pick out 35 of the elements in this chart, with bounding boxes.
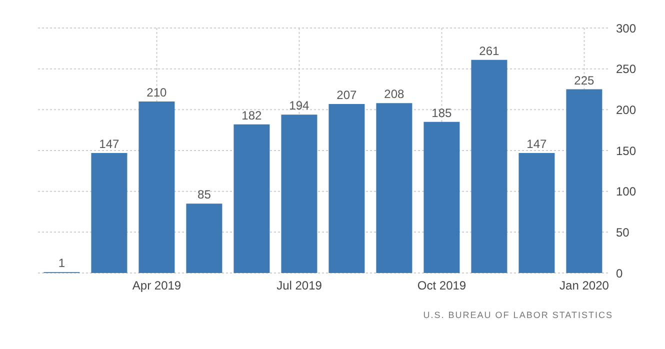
y-tick-label: 200 xyxy=(616,102,636,117)
bar xyxy=(424,122,460,273)
bar xyxy=(234,124,270,273)
data-label: 210 xyxy=(146,86,168,100)
data-label: 182 xyxy=(242,108,262,122)
x-tick-label: Jan 2020 xyxy=(560,278,610,293)
bar xyxy=(281,114,318,273)
x-tick-label: Apr 2019 xyxy=(132,278,182,293)
data-label: 85 xyxy=(198,188,212,202)
bar xyxy=(566,89,602,273)
bar xyxy=(138,102,175,273)
bar xyxy=(376,103,412,273)
data-label: 147 xyxy=(99,136,120,151)
y-tick-label: 150 xyxy=(616,144,636,158)
data-label: 185 xyxy=(432,106,452,120)
data-label: 194 xyxy=(289,98,310,113)
text: U.S. BUREAU OF LABOR STATISTICS xyxy=(422,310,614,320)
y-tick-label: 0 xyxy=(616,266,623,280)
y-tick-label: 250 xyxy=(616,62,636,76)
y-tick-label: 300 xyxy=(616,21,636,36)
data-label: 225 xyxy=(574,73,595,88)
y-tick-label: 50 xyxy=(616,225,630,240)
bar xyxy=(518,152,555,273)
x-tick-label: Jul 2019 xyxy=(276,278,322,293)
data-label: 207 xyxy=(336,88,358,102)
bar xyxy=(91,152,128,273)
bar xyxy=(186,204,222,273)
data-label: 261 xyxy=(479,44,500,58)
bar xyxy=(471,60,508,273)
data-label: 1 xyxy=(58,256,66,270)
data-label: 147 xyxy=(526,136,548,151)
y-tick-label: 100 xyxy=(616,184,636,199)
bar xyxy=(328,104,365,273)
data-label: 208 xyxy=(384,87,405,102)
x-tick-label: Oct 2019 xyxy=(417,278,466,293)
